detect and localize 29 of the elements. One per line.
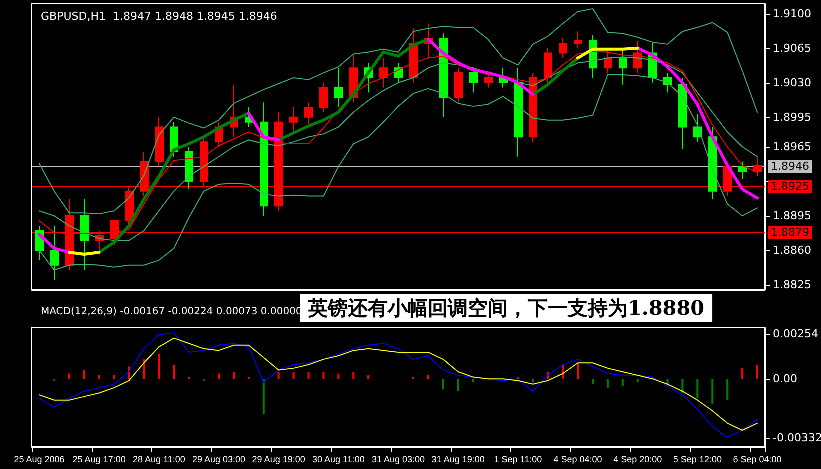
x-tick-label: 5 Sep 12:00	[673, 454, 722, 464]
y-tick-label: 1.9100	[773, 7, 812, 20]
x-tick-label: 25 Aug 2006	[14, 454, 65, 464]
x-tick-label: 25 Aug 17:00	[72, 454, 126, 464]
x-tick-label: 29 Aug 19:00	[252, 454, 306, 464]
x-tick-label: 4 Sep 04:00	[554, 454, 602, 464]
x-tick-label: 31 Aug 03:00	[372, 454, 426, 464]
y-tick-label: 1.8895	[773, 210, 812, 223]
x-tick-label: 29 Aug 03:00	[192, 454, 246, 464]
y-tick-label: 0.00	[773, 372, 798, 386]
y-tick-label: 1.8825	[773, 278, 812, 292]
ref-line-label: 1.8879	[771, 226, 810, 239]
ref-line-label: 1.8925	[771, 180, 810, 193]
x-tick-label: 6 Sep 04:00	[733, 454, 782, 464]
x-tick-label: 4 Sep 20:00	[614, 454, 662, 464]
y-tick-label: 1.8860	[773, 244, 812, 258]
y-tick-label: 1.9030	[773, 76, 812, 90]
ref-line-label: 1.8946	[771, 160, 810, 173]
y-tick-label: 0.00254	[773, 328, 818, 341]
y-tick-label: 1.8965	[773, 140, 812, 154]
x-tick-label: 31 Aug 19:00	[432, 454, 485, 464]
text: 英镑还有小幅回调空间，下一支持为1.8880	[307, 296, 705, 320]
x-tick-label: 28 Aug 11:00	[132, 454, 186, 464]
y-tick-label: 1.9065	[773, 42, 812, 55]
y-tick-label: -0.00332	[773, 431, 821, 444]
text: GBPUSD,H1 1.8947 1.8948 1.8945 1.8946	[41, 10, 278, 23]
y-tick-label: 1.8995	[773, 110, 812, 124]
x-tick-label: 1 Sep 11:00	[494, 454, 542, 464]
x-tick-label: 30 Aug 11:00	[312, 454, 365, 464]
